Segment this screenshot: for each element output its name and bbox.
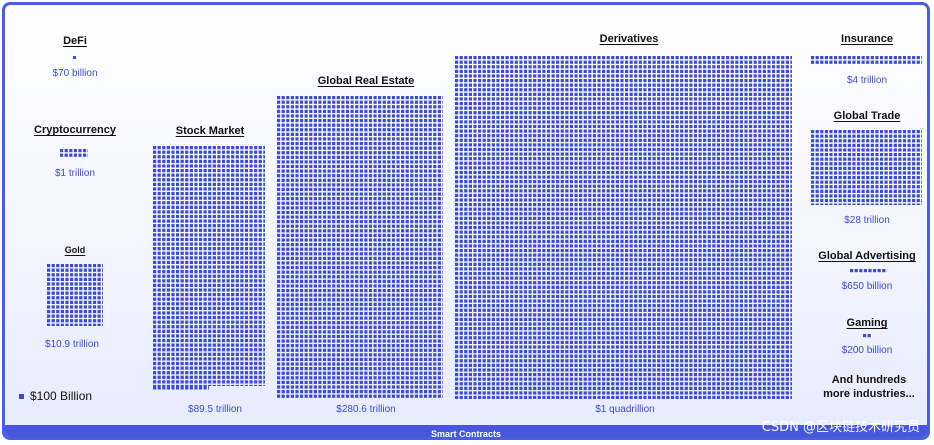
category-value-insurance: $4 trillion — [846, 75, 888, 86]
waffle-global-advertising — [850, 269, 887, 273]
category-value-cryptocurrency: $1 trillion — [54, 168, 96, 179]
category-title-defi: DeFi — [63, 35, 87, 47]
watermark: CSDN @区块链技术研究员 — [761, 420, 920, 435]
chart-frame: DeFi $70 billion Cryptocurrency $1 trill… — [2, 2, 930, 440]
category-title-derivatives: Derivatives — [599, 33, 659, 45]
smart-contracts-label: Smart Contracts — [430, 429, 502, 439]
category-value-stock-market: $89.5 trillion — [188, 404, 242, 415]
category-title-global-trade: Global Trade — [833, 110, 901, 122]
category-title-cryptocurrency: Cryptocurrency — [34, 124, 116, 136]
category-value-gaming: $200 billion — [841, 345, 893, 356]
category-value-global-advertising: $650 billion — [841, 281, 893, 292]
category-title-stock-market: Stock Market — [175, 125, 245, 137]
waffle-cryptocurrency — [60, 149, 88, 158]
more-industries-note: And hundreds more industries... — [823, 373, 915, 401]
category-title-insurance: Insurance — [841, 33, 893, 45]
category-value-defi: $70 billion — [52, 68, 98, 79]
category-title-global-real-estate: Global Real Estate — [317, 75, 415, 87]
category-title-gold: Gold — [64, 245, 86, 255]
category-value-derivatives: $1 quadrillion — [595, 404, 655, 415]
category-title-global-advertising: Global Advertising — [818, 250, 916, 262]
waffle-gold — [47, 264, 103, 326]
legend: $100 Billion — [19, 389, 92, 403]
category-value-gold: $10.9 trillion — [45, 339, 99, 350]
legend-label: $100 Billion — [30, 389, 93, 403]
waffle-global-real-estate — [277, 96, 443, 399]
waffle-gaming — [863, 334, 872, 338]
waffle-defi — [73, 56, 77, 60]
waffle-derivatives — [455, 56, 792, 399]
category-title-gaming: Gaming — [846, 317, 888, 329]
waffle-global-trade — [811, 130, 922, 205]
category-value-global-trade: $28 trillion — [844, 215, 890, 226]
category-value-global-real-estate: $280.6 trillion — [336, 404, 396, 415]
waffle-stock-market-partial-row — [153, 386, 209, 391]
more-industries-line-2: more industries... — [823, 388, 915, 400]
legend-square-icon — [19, 393, 24, 399]
smart-contracts-bar: Smart Contracts — [5, 425, 927, 439]
more-industries-line-1: And hundreds — [831, 374, 907, 386]
waffle-stock-market — [153, 146, 265, 386]
waffle-insurance — [811, 56, 922, 65]
